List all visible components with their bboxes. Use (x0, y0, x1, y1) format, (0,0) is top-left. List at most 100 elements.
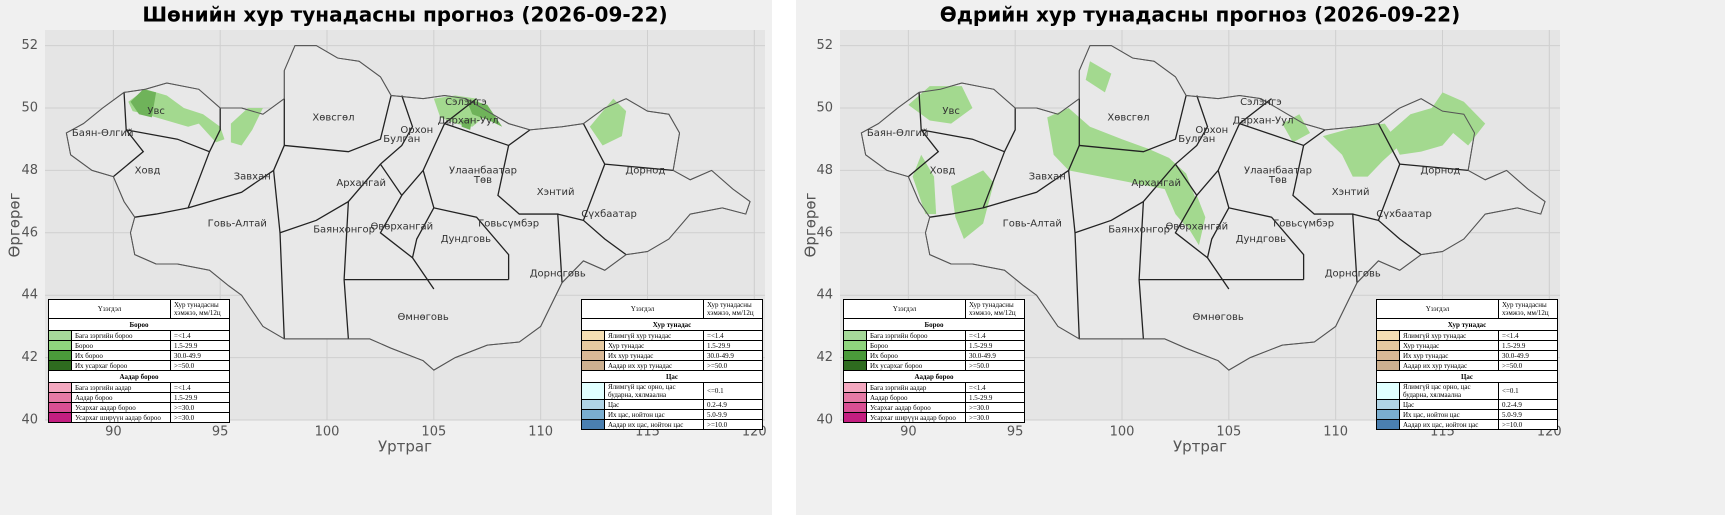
legend-row: Бага зэргийн аадар =<1.4 (48, 382, 230, 393)
province-border (112, 92, 145, 178)
y-axis-label: Өргөрөг (6, 192, 24, 257)
legend-label: Ялимгүй хур тунадас (1399, 330, 1499, 341)
legend-swatch (1376, 399, 1400, 410)
legend-row: Аадар бороо 1.5-29.9 (843, 392, 1025, 403)
legend-label: Аадар их хур тунадас (604, 360, 704, 371)
legend-swatch (48, 340, 72, 351)
legend-range: >=50.0 (1498, 360, 1558, 371)
x-tick-label: 110 (528, 425, 553, 440)
province-border (422, 170, 510, 280)
legend-row: Усархаг ширүүн аадар бороо >=30.0 (48, 412, 230, 423)
region-label: Хөвсгөл (312, 112, 354, 123)
y-tick-label: 40 (21, 413, 38, 428)
legend-range: 1.5-29.9 (170, 392, 230, 403)
legend-row: Хур тунадас 1.5-29.9 (581, 340, 763, 351)
legend-row: Бага зэргийн бороо =<1.4 (48, 330, 230, 341)
legend-label: Аадар их хур тунадас (1399, 360, 1499, 371)
legend-row: Бага зэргийн бороо =<1.4 (843, 330, 1025, 341)
legend-swatch (48, 412, 72, 423)
x-tick-label: 105 (1216, 425, 1241, 440)
legend-range: <=0.1 (1498, 382, 1558, 400)
legend-header: Үзэгдэл (843, 299, 966, 319)
precip-area (951, 170, 994, 240)
legend-group-title: Бороо (48, 318, 230, 331)
y-tick-label: 48 (816, 163, 833, 178)
region-label: Сэлэнгэ (445, 97, 487, 108)
legend-row: Усархаг аадар бороо >=30.0 (48, 402, 230, 413)
legend-range: >=50.0 (965, 360, 1025, 371)
y-tick-label: 46 (21, 225, 38, 240)
map-panel: Шөнийн хур тунадасны прогноз (2026-09-22… (0, 0, 772, 515)
legend-label: Их хур тунадас (1399, 350, 1499, 361)
legend-swatch (48, 350, 72, 361)
map-title: Өдрийн хур тунадасны прогноз (2026-09-22… (940, 3, 1461, 27)
y-tick-label: 40 (816, 413, 833, 428)
legend-label: Ялимгүй хур тунадас (604, 330, 704, 341)
x-tick-label: 100 (315, 425, 340, 440)
legend-group-row: Аадар бороо (843, 370, 1025, 383)
legend-label: Усархаг ширүүн аадар бороо (866, 412, 966, 423)
legend-range: 1.5-29.9 (170, 340, 230, 351)
province-border (284, 95, 392, 153)
legend-row: Цас 0.2-4.9 (581, 399, 763, 410)
region-label: Увс (942, 106, 960, 117)
legend-swatch (1376, 409, 1400, 420)
legend-range: 1.5-29.9 (965, 340, 1025, 351)
legend-swatch (581, 382, 605, 400)
region-label: Архангай (336, 178, 386, 189)
region-label: Дорнод (1420, 165, 1460, 176)
legend-row: Аадар их цас, нойтон цас >=10.0 (581, 419, 763, 430)
precip-area (465, 98, 503, 127)
legend-header: Хур тунадасны хэмжээ, мм/12ц (965, 299, 1025, 319)
country-outline (65, 45, 751, 371)
legend-table: Үзэгдэл Хур тунадасны хэмжээ, мм/12ц Хур т… (1376, 299, 1558, 430)
legend-swatch (48, 330, 72, 341)
region-label: Хөвсгөл (1107, 112, 1149, 123)
legend-row: Бороо 1.5-29.9 (843, 340, 1025, 351)
legend-label: Бороо (71, 340, 171, 351)
region-label: Говьсүмбэр (478, 218, 539, 229)
legend-label: Хур тунадас (1399, 340, 1499, 351)
legend-label: Усархаг ширүүн аадар бороо (71, 412, 171, 423)
precip-area (1322, 123, 1400, 177)
y-tick-label: 46 (816, 225, 833, 240)
x-tick-label: 95 (1007, 425, 1024, 440)
legend-row: Их хур тунадас 30.0-49.9 (581, 350, 763, 361)
region-label: Завхан (1029, 172, 1066, 183)
legend-swatch (48, 402, 72, 413)
map-figure: Шөнийн хур тунадасны прогноз (2026-09-22… (6, 3, 767, 456)
legend-row: Бороо 1.5-29.9 (48, 340, 230, 351)
precip-area (1389, 92, 1486, 155)
x-tick-label: 90 (105, 425, 122, 440)
legend-row: Аадар их хур тунадас >=50.0 (1376, 360, 1558, 371)
province-border (1196, 98, 1272, 196)
legend-range: 30.0-49.9 (170, 350, 230, 361)
y-tick-label: 42 (21, 350, 38, 365)
legend-range: =<1.4 (965, 330, 1025, 341)
legend-label: Ялимгүй цас орно, цас бударна, хялмаална (604, 382, 704, 400)
region-label: Увс (147, 106, 165, 117)
region-label: Сүхбаатар (1376, 209, 1432, 220)
region-label: Баян-Өлгий (72, 128, 134, 139)
region-label: Баян-Өлгий (867, 128, 929, 139)
y-axis-label: Өргөрөг (802, 192, 820, 257)
legend-range: >=10.0 (703, 419, 763, 430)
province-border (557, 123, 606, 222)
precip-area (461, 117, 473, 130)
region-label: Өмнөговь (1193, 312, 1244, 323)
precip-area (1282, 114, 1311, 143)
legend-range: 5.0-9.9 (703, 409, 763, 420)
province-border (604, 163, 674, 172)
region-label: Сэлэнгэ (1240, 97, 1282, 108)
region-label: Говь-Алтай (208, 218, 267, 229)
region-label: Төв (473, 175, 492, 186)
legend-group-title: Аадар бороо (843, 370, 1025, 383)
legend-group-row: Хур тунадас (1376, 318, 1558, 331)
legend-header-row: Үзэгдэл Хур тунадасны хэмжээ, мм/12ц (1376, 299, 1558, 319)
legend-label: Бага зэргийн бороо (866, 330, 966, 341)
legend-group-row: Аадар бороо (48, 370, 230, 383)
legend-header: Хур тунадасны хэмжээ, мм/12ц (170, 299, 230, 319)
legend-label: Их бороо (71, 350, 171, 361)
country-outline (860, 45, 1546, 371)
legend-swatch (581, 350, 605, 361)
